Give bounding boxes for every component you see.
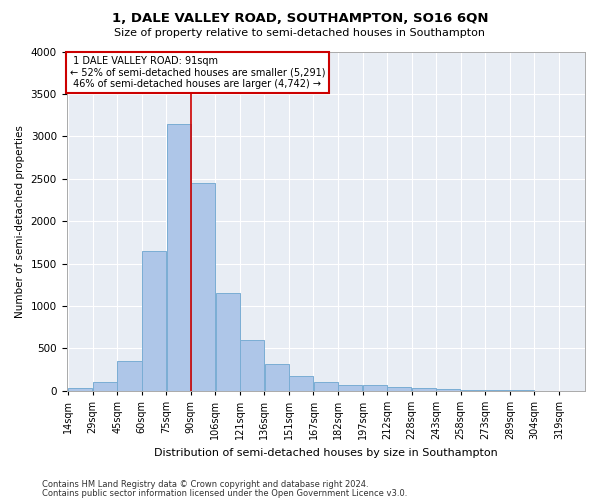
Text: Contains HM Land Registry data © Crown copyright and database right 2024.: Contains HM Land Registry data © Crown c… — [42, 480, 368, 489]
Y-axis label: Number of semi-detached properties: Number of semi-detached properties — [15, 124, 25, 318]
Bar — [68, 388, 92, 391]
Bar — [167, 124, 191, 391]
Bar — [338, 385, 362, 391]
Bar — [461, 390, 485, 391]
Bar — [388, 387, 412, 391]
X-axis label: Distribution of semi-detached houses by size in Southampton: Distribution of semi-detached houses by … — [154, 448, 497, 458]
Bar — [93, 382, 117, 391]
Bar — [265, 364, 289, 391]
Text: 1, DALE VALLEY ROAD, SOUTHAMPTON, SO16 6QN: 1, DALE VALLEY ROAD, SOUTHAMPTON, SO16 6… — [112, 12, 488, 26]
Bar — [363, 385, 387, 391]
Bar — [412, 388, 436, 391]
Bar — [314, 382, 338, 391]
Bar — [118, 361, 142, 391]
Bar — [436, 390, 460, 391]
Bar — [240, 340, 264, 391]
Bar — [191, 183, 215, 391]
Text: Size of property relative to semi-detached houses in Southampton: Size of property relative to semi-detach… — [115, 28, 485, 38]
Bar — [215, 293, 239, 391]
Bar — [142, 251, 166, 391]
Text: Contains public sector information licensed under the Open Government Licence v3: Contains public sector information licen… — [42, 488, 407, 498]
Text: 1 DALE VALLEY ROAD: 91sqm
← 52% of semi-detached houses are smaller (5,291)
 46%: 1 DALE VALLEY ROAD: 91sqm ← 52% of semi-… — [70, 56, 325, 89]
Bar — [289, 376, 313, 391]
